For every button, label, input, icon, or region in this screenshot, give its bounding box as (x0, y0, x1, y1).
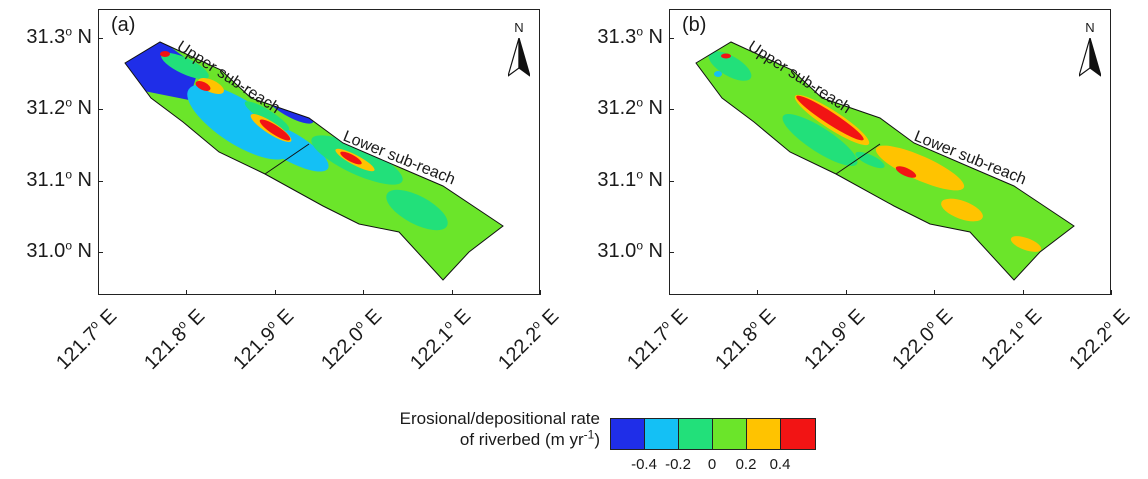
y-tick-label: 31.1o N (597, 166, 663, 191)
legend-swatch (645, 419, 679, 449)
x-tick-mark (757, 290, 759, 295)
legend-swatch (747, 419, 781, 449)
north-label: N (1085, 20, 1095, 35)
x-tick-label: 121.7o E (623, 305, 693, 375)
map-panel-b: (b) Upper sub-reach Lower sub-reach N (669, 9, 1111, 295)
north-arrow: N (506, 20, 532, 80)
x-tick-mark (934, 290, 936, 295)
legend-tick-label: 0 (707, 456, 717, 473)
x-tick-mark (98, 290, 99, 295)
legend-swatch (781, 419, 815, 449)
y-tick-label: 31.3o N (597, 23, 663, 48)
legend-title-line2: of riverbed (m yr-1) (459, 427, 600, 449)
x-tick-label: 122.1o E (976, 305, 1046, 375)
north-arrow-icon (508, 38, 530, 77)
sub-reach-divider (264, 143, 310, 175)
x-tick-label: 122.1o E (405, 305, 475, 375)
x-tick-label: 121.7o E (52, 305, 122, 375)
x-tick-label: 122.0o E (317, 305, 387, 375)
legend-title: Erosional/depositional rate of riverbed … (310, 408, 600, 450)
x-tick-mark (274, 290, 276, 295)
y-tick-mark (98, 180, 103, 182)
x-tick-mark (363, 290, 365, 295)
legend-swatch (611, 419, 645, 449)
legend-tick-label: 0.2 (735, 456, 757, 473)
north-arrow: N (1077, 20, 1103, 80)
y-tick-mark (98, 37, 103, 39)
x-tick-label: 121.9o E (228, 305, 299, 375)
legend-title-line1: Erosional/depositional rate (399, 409, 600, 428)
x-tick-mark (1111, 290, 1112, 295)
x-tick-label: 122.2o E (494, 305, 564, 375)
y-tick-label: 31.3o N (26, 23, 92, 48)
y-tick-mark (98, 109, 103, 111)
x-tick-mark (669, 290, 670, 295)
x-tick-mark (186, 290, 188, 295)
legend-tick-label: -0.2 (665, 456, 691, 473)
panel-label: (b) (682, 14, 707, 36)
riverbed-map-a (124, 41, 504, 281)
sub-reach-divider (835, 143, 881, 175)
x-tick-label: 122.0o E (888, 305, 958, 375)
legend-colorbar (610, 418, 816, 450)
y-tick-label: 31.2o N (597, 95, 663, 120)
x-tick-mark (1022, 290, 1024, 295)
north-label: N (514, 20, 524, 35)
y-tick-mark (669, 180, 674, 182)
panel-label: (a) (111, 14, 136, 36)
reach-outline (695, 41, 1075, 281)
y-tick-label: 31.0o N (597, 238, 663, 263)
north-arrow-icon (1079, 38, 1101, 77)
y-tick-mark (98, 252, 103, 254)
x-tick-label: 122.2o E (1065, 305, 1135, 375)
legend-swatch (713, 419, 747, 449)
x-tick-mark (845, 290, 847, 295)
y-tick-mark (669, 37, 674, 39)
y-tick-label: 31.2o N (26, 95, 92, 120)
legend-tick-label: 0.4 (769, 456, 791, 473)
y-tick-mark (669, 252, 674, 254)
rate-field (125, 42, 503, 280)
map-panel-a: (a) Upper sub-reach Lower sub-reach N (98, 9, 540, 295)
legend-swatch (679, 419, 713, 449)
x-tick-mark (451, 290, 453, 295)
riverbed-map-b (695, 41, 1075, 281)
y-tick-label: 31.1o N (26, 166, 92, 191)
x-tick-label: 121.8o E (140, 305, 210, 375)
y-tick-label: 31.0o N (26, 238, 92, 263)
rate-field (696, 42, 1074, 280)
x-tick-mark (540, 290, 541, 295)
reach-outline (124, 41, 504, 281)
x-tick-label: 121.8o E (711, 305, 781, 375)
y-tick-mark (669, 109, 674, 111)
x-tick-label: 121.9o E (799, 305, 870, 375)
legend-tick-label: -0.4 (631, 456, 657, 473)
